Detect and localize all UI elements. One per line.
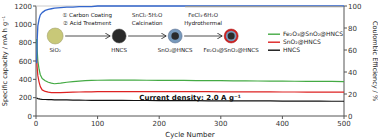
annotation: HNCS [111, 47, 127, 53]
x-tick [97, 116, 98, 119]
annotation: ① Carbon Coating [62, 12, 111, 19]
legend-swatch [268, 50, 280, 51]
axes: 0100200300400500020040060080010001200020… [14, 3, 361, 129]
x-axis-line [36, 116, 344, 117]
y-tick [33, 42, 36, 43]
y2-tick [344, 116, 347, 117]
series-line [37, 6, 344, 63]
fe2o3-core [228, 33, 235, 40]
annotation: Fe₂O₃@SnO₂@HNCS [204, 47, 260, 53]
annotation: Calcination [132, 20, 163, 26]
title: Current density: 2.0 A g⁻¹ [139, 94, 240, 102]
y2-axis-line [344, 6, 345, 116]
x-tick [159, 116, 160, 119]
series-line [37, 59, 344, 93]
y-tick-label: 1000 [14, 21, 32, 29]
x-tick [220, 116, 221, 119]
x-tick-label: 200 [153, 120, 166, 128]
annotation: SnO₂@HNCS [158, 47, 193, 53]
y2-tick-label: 80 [348, 25, 357, 33]
y-tick [33, 97, 36, 98]
inset-arrow [128, 36, 166, 37]
y2-axis-label: Coulombic Efficiency / % [371, 21, 378, 101]
series-line [185, 6, 343, 7]
y-tick-label: 600 [19, 58, 32, 66]
annotation: SnCl₂·5H₂O [132, 12, 163, 18]
annotation: SiO₂ [49, 47, 61, 53]
legend-label: HNCS [283, 46, 300, 53]
y-tick-label: 400 [19, 76, 32, 84]
x-tick-label: 400 [276, 120, 289, 128]
hncs-sphere [112, 29, 126, 43]
x-tick-label: 500 [337, 120, 350, 128]
x-tick-label: 0 [34, 120, 38, 128]
y-tick-label: 1200 [14, 3, 32, 11]
fe2o3-mid-layer [226, 31, 237, 42]
chart: 0100200300400500020040060080010001200020… [0, 0, 378, 140]
inset-arrow [184, 36, 222, 37]
y-tick [33, 79, 36, 80]
legend-label: Fe₂O₃@SnO₂@HNCS [283, 30, 343, 38]
inset-arrow [65, 36, 110, 37]
y2-tick [344, 94, 347, 95]
legend-label: SnO₂@HNCS [283, 38, 321, 46]
legend-swatch [268, 34, 280, 35]
legend: Fe₂O₃@SnO₂@HNCSSnO₂@HNCSHNCS [268, 30, 343, 53]
series-line [37, 39, 344, 84]
inset-schematic: SiO₂ ① Carbon Coating② Acid Treatment HNCS… [47, 12, 259, 53]
y2-tick [344, 28, 347, 29]
y2-tick [344, 6, 347, 7]
x-tick [282, 116, 283, 119]
y2-tick-label: 20 [348, 91, 357, 99]
y2-tick [344, 50, 347, 51]
sio2-sphere [47, 28, 63, 44]
sno2-hncs-sphere [168, 29, 182, 43]
y2-tick-label: 60 [348, 47, 357, 55]
sno2-hncs-core [171, 32, 179, 40]
x-tick-label: 100 [91, 120, 104, 128]
y2-tick-label: 100 [348, 3, 361, 11]
y-tick [33, 61, 36, 62]
y2-tick-label: 0 [348, 113, 352, 121]
annotation: ② Acid Treatment [63, 20, 112, 26]
annotation: Hydrothermal [184, 20, 222, 27]
y-tick-label: 800 [19, 39, 32, 47]
y-tick [33, 24, 36, 25]
fe2o3-sphere [224, 29, 238, 43]
y-tick [33, 116, 36, 117]
y-tick-label: 200 [19, 94, 32, 102]
y-tick [33, 6, 36, 7]
plot-area [37, 6, 344, 101]
legend-swatch [268, 42, 280, 43]
y2-tick [344, 72, 347, 73]
y-tick-label: 0 [28, 113, 32, 121]
y2-tick-label: 40 [348, 69, 357, 77]
y-axis-label: Specific capacity / mA h g⁻¹ [1, 15, 9, 106]
x-axis-label: Cycle Number [165, 131, 215, 139]
annotation: FeCl₃·6H₂O [188, 12, 218, 18]
x-tick-label: 300 [214, 120, 227, 128]
